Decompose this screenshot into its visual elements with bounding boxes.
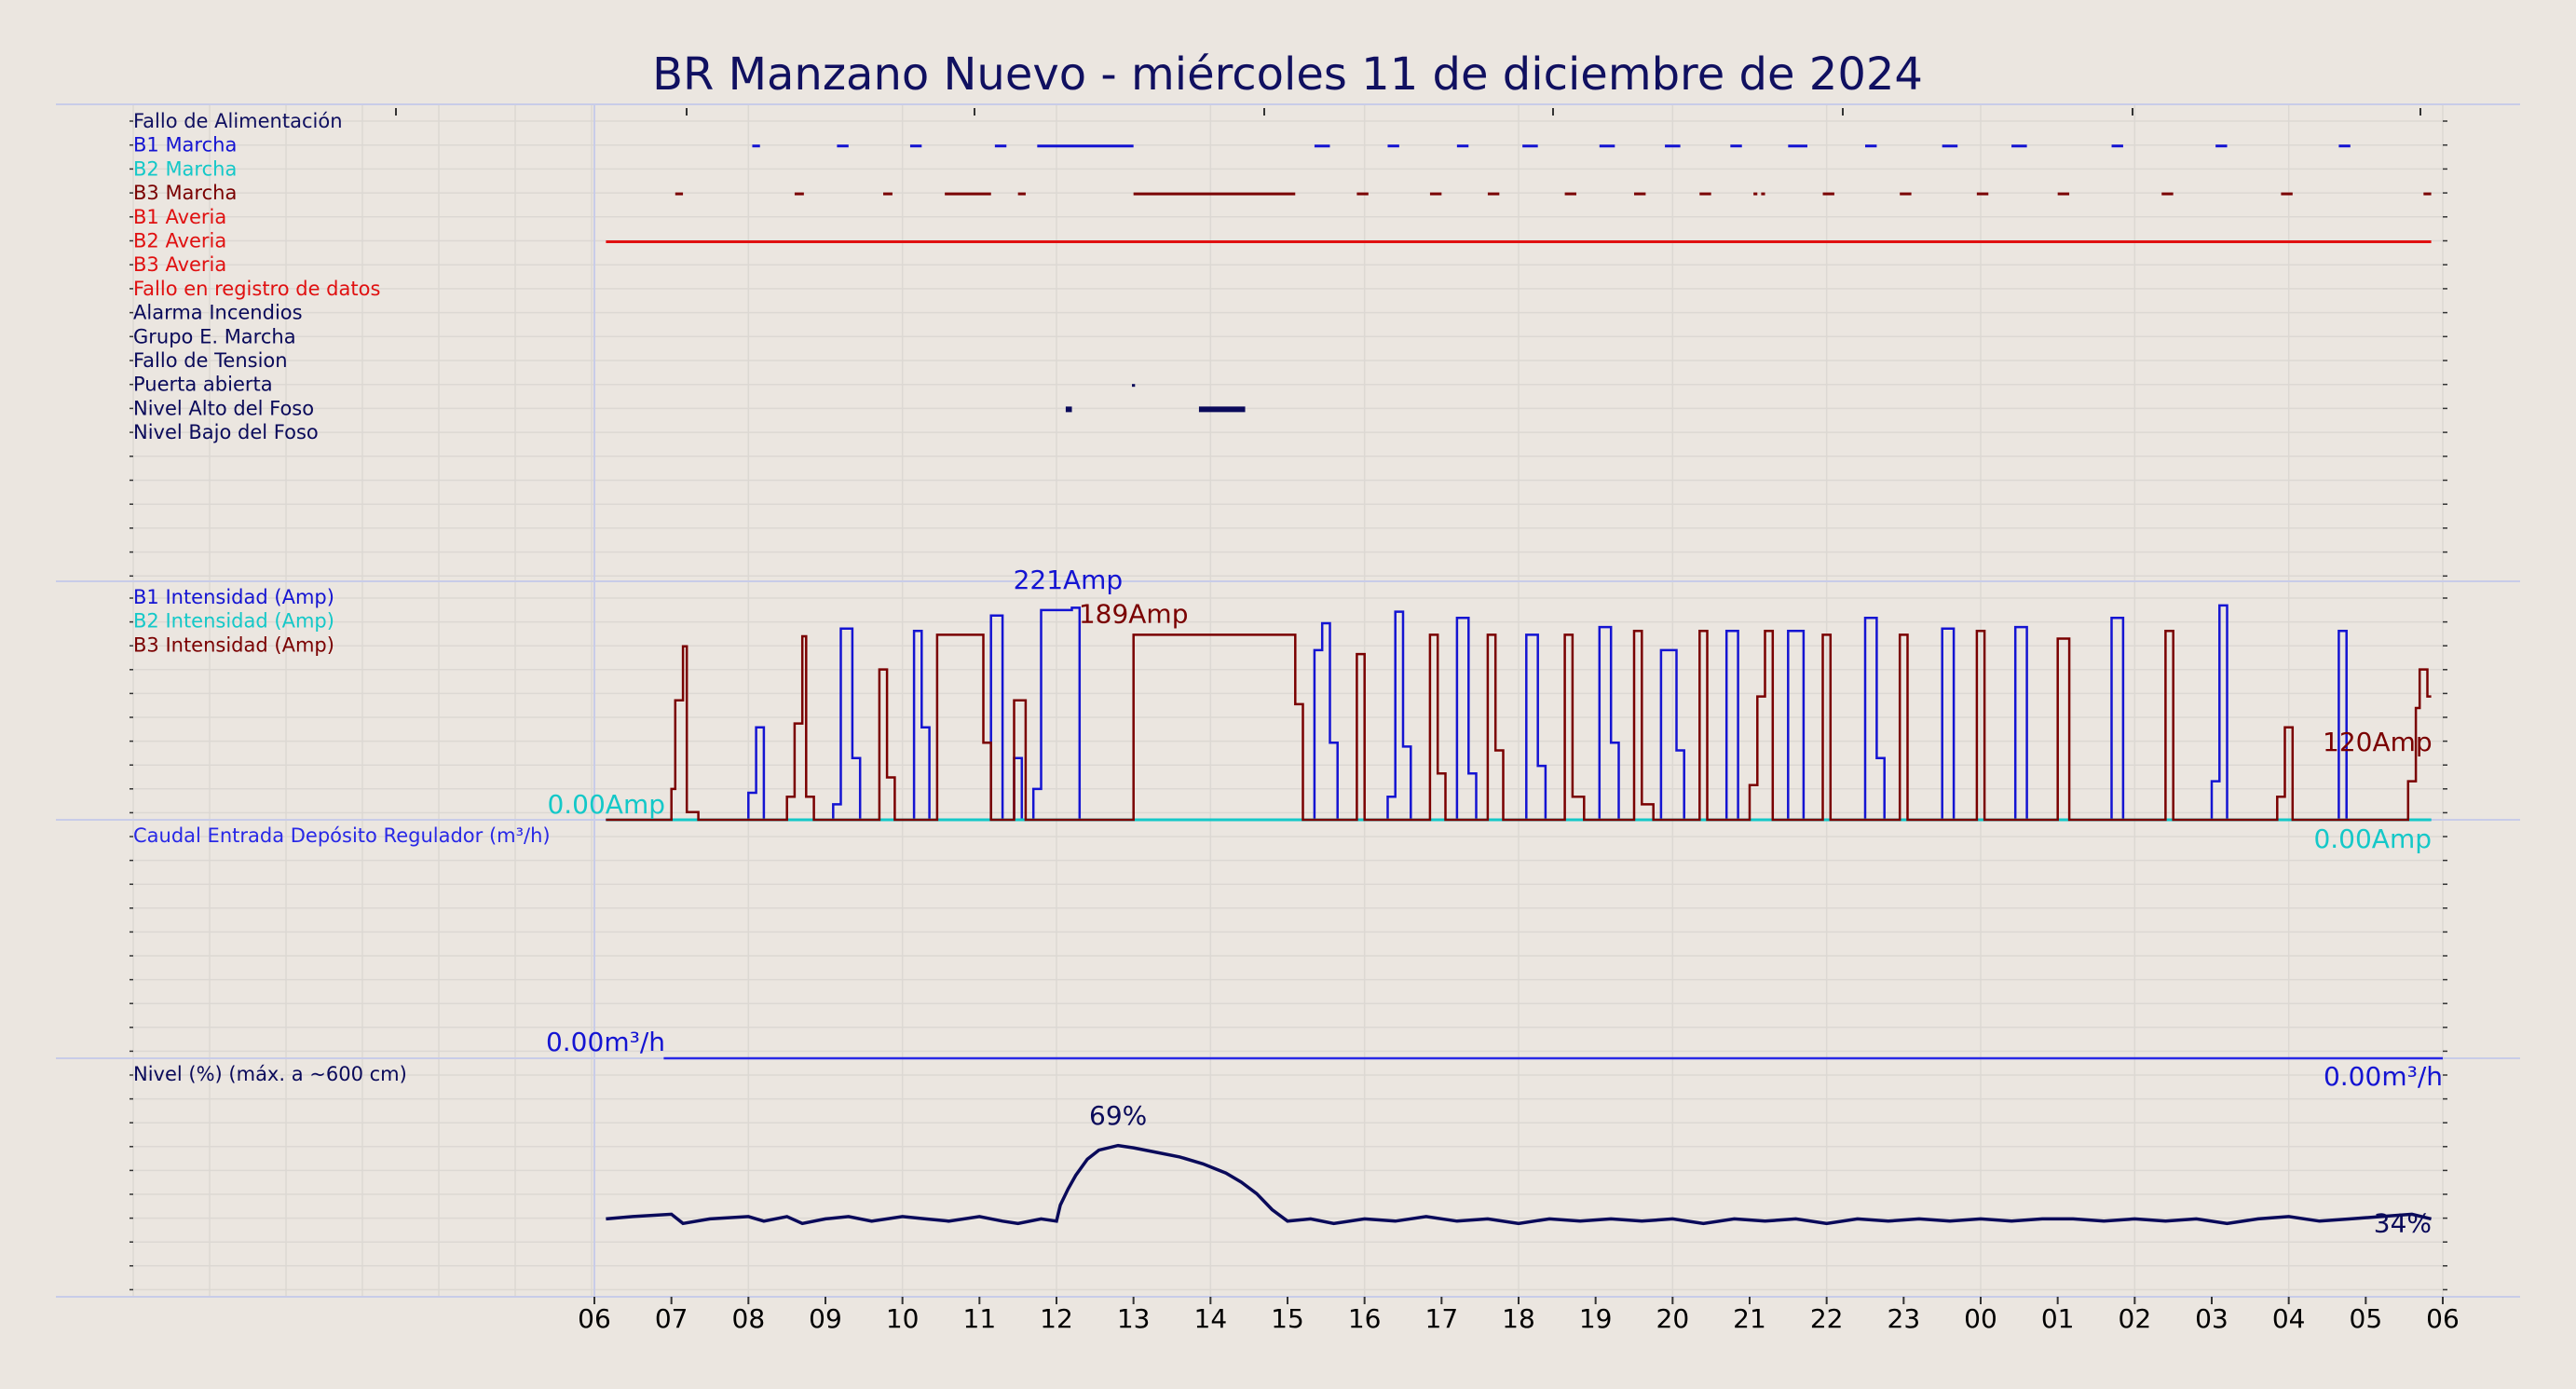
- x-tick-label: 00: [1964, 1303, 1997, 1334]
- x-axis: 06 07 08 09 10 11 12 13 14 15 16 17 18 19 20 21 22 23 00 01…: [578, 1297, 2460, 1334]
- data-label: 34%: [2374, 1208, 2432, 1239]
- signal-label: B3 Averia: [133, 253, 226, 276]
- x-tick-label: 02: [2119, 1303, 2152, 1334]
- x-tick-label: 06: [2426, 1303, 2460, 1334]
- series-layer: [606, 604, 2443, 1226]
- series-label: B1 Intensidad (Amp): [133, 586, 334, 608]
- data-label: 0.00Amp: [2313, 824, 2432, 854]
- grid-layer: [129, 104, 2447, 1297]
- series-label: B3 Intensidad (Amp): [133, 633, 334, 656]
- x-tick-label: 13: [1117, 1303, 1151, 1334]
- data-label: 0.00Amp: [547, 789, 665, 820]
- series-label: Caudal Entrada Depósito Regulador (m³/h): [133, 824, 551, 847]
- x-tick-label: 12: [1040, 1303, 1073, 1334]
- x-tick-label: 08: [732, 1303, 766, 1334]
- x-tick-label: 07: [655, 1303, 688, 1334]
- x-tick-label: 22: [1810, 1303, 1844, 1334]
- x-tick-label: 19: [1579, 1303, 1613, 1334]
- series-label: Nivel (%) (máx. a ~600 cm): [133, 1063, 407, 1085]
- x-tick-label: 18: [1502, 1303, 1535, 1334]
- x-tick-label: 11: [963, 1303, 997, 1334]
- x-tick-label: 04: [2272, 1303, 2306, 1334]
- x-tick-label: 03: [2195, 1303, 2228, 1334]
- x-tick-label: 10: [886, 1303, 920, 1334]
- signal-label: B2 Marcha: [133, 157, 237, 180]
- x-tick-label: 20: [1656, 1303, 1690, 1334]
- signal-label: Fallo de Alimentación: [133, 110, 343, 132]
- signal-label: B3 Marcha: [133, 182, 237, 204]
- series-label: B2 Intensidad (Amp): [133, 610, 334, 633]
- x-tick-label: 05: [2350, 1303, 2383, 1334]
- signal-label: B2 Averia: [133, 230, 226, 252]
- data-label: 0.00m³/h: [546, 1027, 665, 1057]
- series-line: [606, 1143, 2433, 1226]
- x-tick-label: 21: [1733, 1303, 1766, 1334]
- signal-label: Fallo de Tension: [133, 349, 288, 372]
- x-tick-label: 16: [1348, 1303, 1382, 1334]
- signal-panel: [606, 144, 2432, 413]
- data-label: 189Amp: [1079, 598, 1189, 629]
- data-label: 120Amp: [2323, 727, 2433, 757]
- x-tick-label: 15: [1271, 1303, 1304, 1334]
- x-tick-label: 23: [1888, 1303, 1921, 1334]
- x-tick-label: 17: [1425, 1303, 1459, 1334]
- x-tick-label: 09: [809, 1303, 842, 1334]
- signal-label: B1 Averia: [133, 206, 226, 228]
- signal-label: Puerta abierta: [133, 374, 273, 396]
- series-line: [606, 629, 2432, 822]
- signal-label: Grupo E. Marcha: [133, 325, 296, 347]
- x-tick-label: 14: [1194, 1303, 1228, 1334]
- data-label: 221Amp: [1014, 565, 1124, 595]
- x-tick-label: 01: [2041, 1303, 2075, 1334]
- chart-title: BR Manzano Nuevo - miércoles 11 de dicie…: [652, 48, 1923, 101]
- data-label: 69%: [1089, 1100, 1147, 1131]
- signal-label: Nivel Alto del Foso: [133, 397, 314, 419]
- signal-label: B1 Marcha: [133, 134, 237, 157]
- x-tick-label: 06: [578, 1303, 611, 1334]
- signal-label: Alarma Incendios: [133, 302, 303, 324]
- signal-label: Nivel Bajo del Foso: [133, 421, 319, 443]
- signal-label: Fallo en registro de datos: [133, 278, 380, 300]
- data-label: 0.00m³/h: [2324, 1061, 2443, 1092]
